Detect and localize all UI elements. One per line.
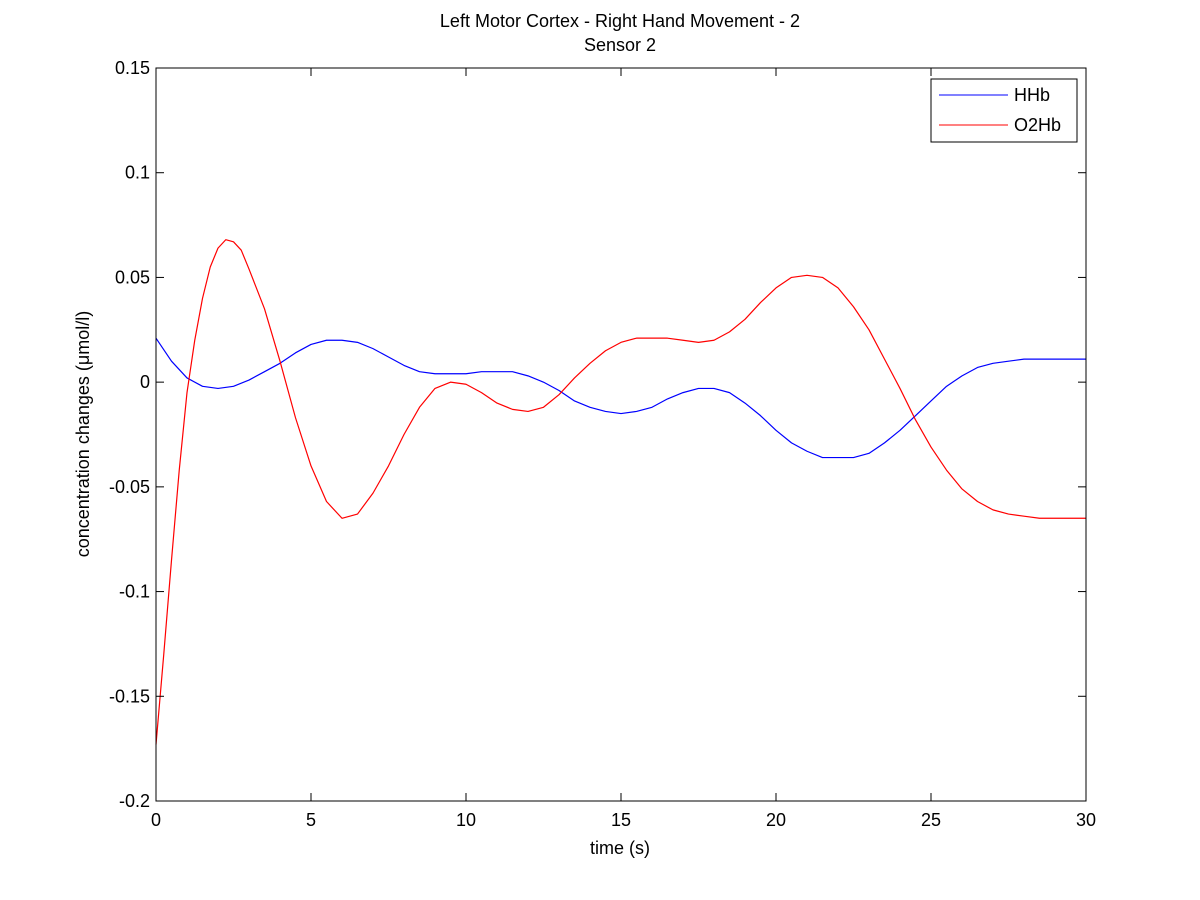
x-tick-label: 15	[611, 810, 631, 830]
x-tick-label: 20	[766, 810, 786, 830]
y-tick-label: -0.05	[109, 477, 150, 497]
chart-title: Left Motor Cortex - Right Hand Movement …	[440, 11, 800, 31]
x-tick-label: 5	[306, 810, 316, 830]
chart-subtitle: Sensor 2	[584, 35, 656, 55]
ticks-layer: 0 5 10 15 20 25 30 -0.2 -0.15 -0.1 -0.05 0 0.05 0.1 0.…	[109, 58, 1096, 830]
series-line-o2hb	[155, 239, 1086, 745]
series-layer	[155, 239, 1086, 745]
x-tick-label: 25	[921, 810, 941, 830]
plot-area	[156, 68, 1086, 801]
legend-label-o2hb: O2Hb	[1014, 115, 1061, 135]
x-tick-label: 30	[1076, 810, 1096, 830]
y-tick-label: 0.1	[125, 163, 150, 183]
plot-background	[156, 68, 1086, 801]
x-tick-label: 0	[151, 810, 161, 830]
y-tick-label: 0.05	[115, 267, 150, 287]
legend: HHb O2Hb	[930, 78, 1078, 143]
legend-label-hhb: HHb	[1014, 85, 1050, 105]
x-tick-label: 10	[456, 810, 476, 830]
legend-box	[930, 78, 1078, 143]
y-axis-label: concentration changes (μmol/l)	[73, 311, 93, 558]
y-tick-label: -0.1	[119, 582, 150, 602]
y-tick-label: 0	[140, 372, 150, 392]
x-axis-label: time (s)	[590, 838, 650, 858]
y-tick-label: -0.15	[109, 686, 150, 706]
series-line-hhb	[155, 337, 1086, 459]
y-tick-label: 0.15	[115, 58, 150, 78]
y-tick-label: -0.2	[119, 791, 150, 811]
